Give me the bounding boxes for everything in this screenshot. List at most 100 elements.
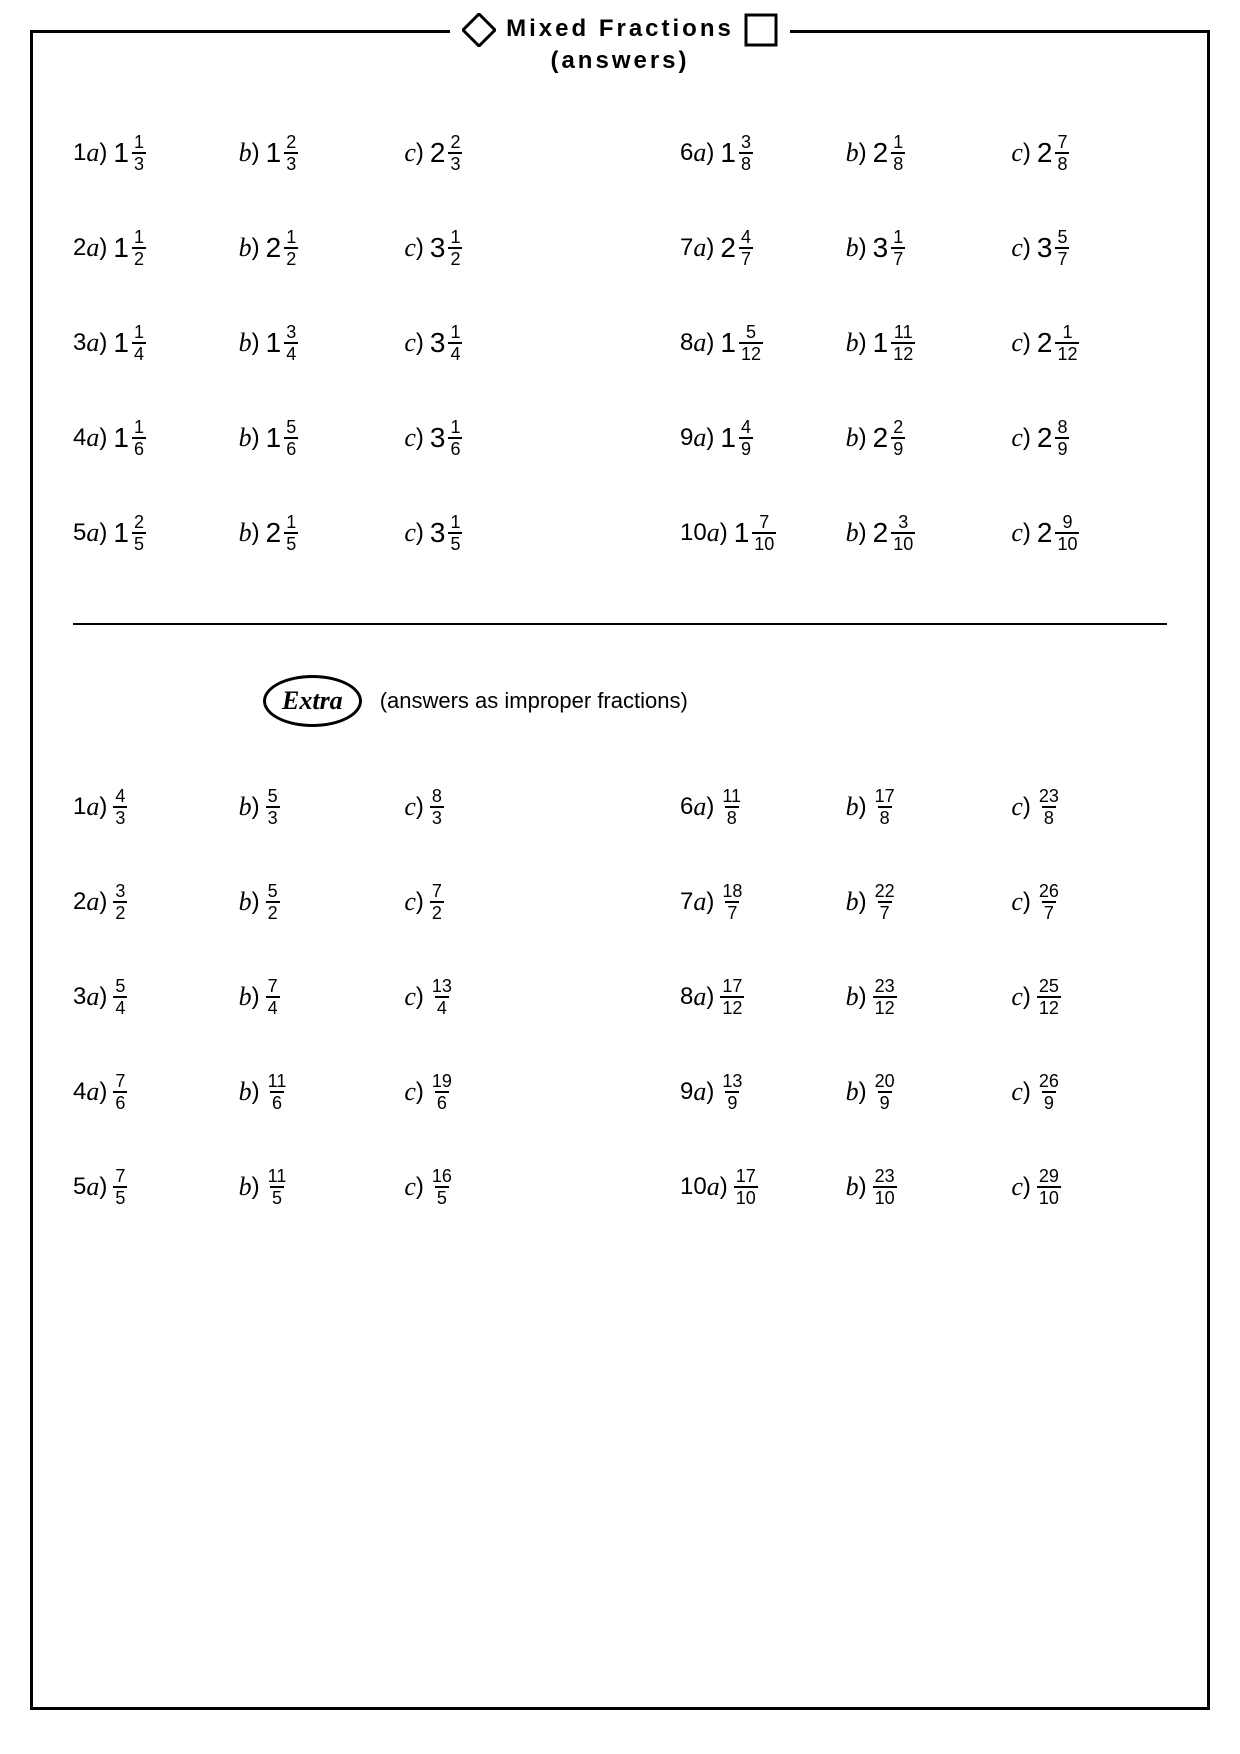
denominator: 4: [266, 996, 280, 1017]
whole-number: 1: [873, 327, 889, 359]
numerator: 13: [720, 1072, 744, 1091]
answer-item: 9a) 139: [680, 1072, 836, 1112]
question-letter: c: [404, 1172, 416, 1202]
denominator: 4: [132, 342, 146, 363]
denominator: 4: [435, 996, 449, 1017]
denominator: 10: [1037, 1186, 1061, 1207]
denominator: 3: [113, 806, 127, 827]
question-number: 4: [73, 424, 86, 452]
numerator: 7: [113, 1072, 127, 1091]
answer-item: b) 2310: [846, 1167, 1002, 1207]
worksheet-page: Mixed Fractions (answers) 1a) 113b) 123c…: [30, 30, 1210, 1710]
diamond-icon: [462, 13, 496, 47]
fraction: 12: [448, 228, 462, 268]
paren: ): [706, 139, 714, 167]
answer-item: 8a) 1712: [680, 977, 836, 1017]
question-letter: c: [404, 138, 416, 168]
question-letter: a: [707, 1172, 720, 1202]
whole-number: 1: [113, 517, 129, 549]
question-letter: b: [846, 423, 859, 453]
answer-item: b) 123: [239, 133, 395, 173]
question-letter: b: [239, 138, 252, 168]
whole-number: 1: [113, 137, 129, 169]
question-number: 3: [73, 983, 86, 1011]
answer-item: 1a) 43: [73, 787, 229, 827]
paren: ): [252, 139, 260, 167]
numerator: 7: [430, 882, 444, 901]
denominator: 5: [284, 532, 298, 553]
fraction: 187: [720, 882, 744, 922]
paren: ): [252, 234, 260, 262]
answer-item: c) 267: [1011, 882, 1167, 922]
denominator: 3: [448, 152, 462, 173]
improper-answers-grid: 1a) 43b) 53c) 836a) 118b) 178c) 2382a) 3…: [63, 767, 1177, 1247]
whole-number: 1: [113, 327, 129, 359]
paren: ): [252, 1173, 260, 1201]
paren: ): [252, 329, 260, 357]
answer-row: 10a) 1710b) 2310c) 2910: [680, 513, 1167, 553]
denominator: 12: [739, 342, 763, 363]
answer-item: c) 72: [404, 882, 560, 922]
answer-row: 9a) 139b) 209c) 269: [680, 1072, 1167, 1112]
question-letter: a: [693, 233, 706, 263]
numerator: 3: [896, 513, 910, 532]
denominator: 5: [435, 1186, 449, 1207]
denominator: 8: [878, 806, 892, 827]
question-letter: a: [693, 138, 706, 168]
whole-number: 1: [734, 517, 750, 549]
denominator: 10: [752, 532, 776, 553]
paren: ): [252, 793, 260, 821]
answer-item: b) 229: [846, 418, 1002, 458]
question-number: 7: [680, 888, 693, 916]
denominator: 7: [878, 901, 892, 922]
fraction: 89: [1055, 418, 1069, 458]
fraction: 15: [448, 513, 462, 553]
answer-item: 7a) 187: [680, 882, 836, 922]
denominator: 5: [132, 532, 146, 553]
fraction: 227: [873, 882, 897, 922]
numerator: 3: [739, 133, 753, 152]
whole-number: 2: [1037, 517, 1053, 549]
numerator: 1: [891, 133, 905, 152]
answer-row: 9a) 149b) 229c) 289: [680, 418, 1167, 458]
paren: ): [416, 888, 424, 916]
question-letter: b: [846, 233, 859, 263]
paren: ): [859, 793, 867, 821]
denominator: 2: [266, 901, 280, 922]
question-letter: a: [86, 233, 99, 263]
fraction: 43: [113, 787, 127, 827]
paren: ): [1023, 424, 1031, 452]
answer-row: 6a) 118b) 178c) 238: [680, 787, 1167, 827]
fraction: 25: [132, 513, 146, 553]
numerator: 22: [873, 882, 897, 901]
paren: ): [416, 519, 424, 547]
question-letter: c: [404, 423, 416, 453]
question-letter: b: [239, 1172, 252, 1202]
answer-item: b) 11112: [846, 323, 1002, 363]
whole-number: 3: [430, 327, 446, 359]
answer-item: c) 223: [404, 133, 560, 173]
fraction: 38: [739, 133, 753, 173]
numerator: 11: [892, 323, 915, 342]
whole-number: 1: [113, 232, 129, 264]
paren: ): [416, 1173, 424, 1201]
whole-number: 2: [720, 232, 736, 264]
question-number: 9: [680, 1078, 693, 1106]
denominator: 2: [284, 247, 298, 268]
paren: ): [1023, 983, 1031, 1011]
title-line-2: (answers): [506, 45, 734, 77]
whole-number: 2: [430, 137, 446, 169]
question-letter: c: [404, 518, 416, 548]
answer-item: 8a) 1512: [680, 323, 836, 363]
paren: ): [706, 329, 714, 357]
fraction: 910: [1055, 513, 1079, 553]
paren: ): [416, 329, 424, 357]
fraction: 23: [448, 133, 462, 173]
answer-row: 4a) 116b) 156c) 316: [73, 418, 560, 458]
fraction: 209: [873, 1072, 897, 1112]
paren: ): [99, 1173, 107, 1201]
question-letter: a: [86, 1172, 99, 1202]
question-letter: b: [846, 982, 859, 1012]
denominator: 9: [1055, 437, 1069, 458]
question-number: 6: [680, 139, 693, 167]
